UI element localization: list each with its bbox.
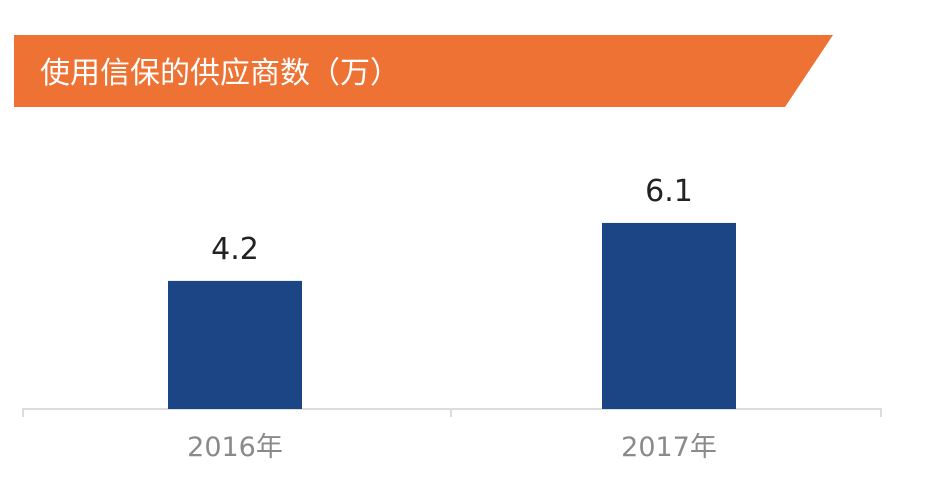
bar-2016年	[168, 280, 302, 409]
banner-corner-triangle	[787, 82, 832, 107]
chart-title: 使用信保的供应商数（万）	[40, 56, 400, 91]
value-label: 6.1	[645, 174, 693, 209]
title-banner: 使用信保的供应商数（万）	[14, 35, 833, 107]
value-label: 4.2	[211, 232, 259, 267]
title-banner-shape	[14, 35, 833, 107]
x-tick-label: 2017年	[621, 432, 717, 463]
bar-2017年	[602, 222, 736, 409]
x-tick-label: 2016年	[187, 432, 283, 463]
